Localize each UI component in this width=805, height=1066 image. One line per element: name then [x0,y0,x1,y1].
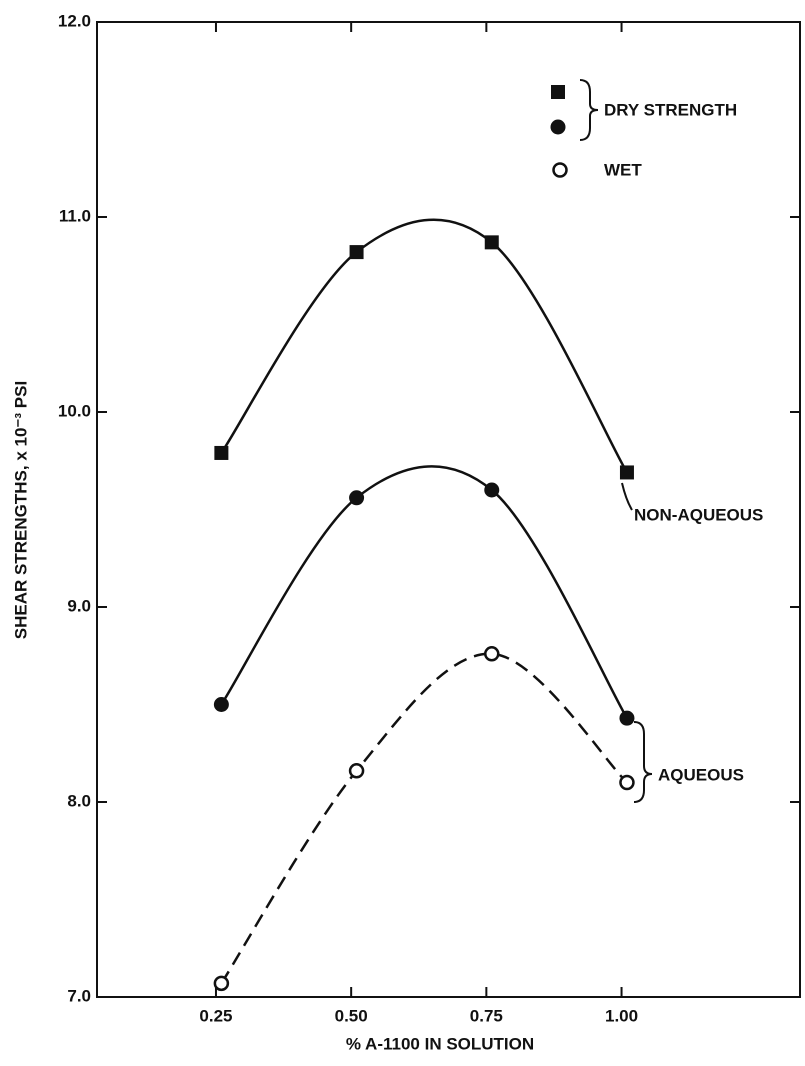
annotation: AQUEOUS [658,765,744,784]
marker [484,646,500,662]
annotation-brace [633,721,653,803]
marker [484,482,500,498]
plot-frame [96,21,801,998]
curve [220,652,628,985]
y-tick-label: 10.0 [58,401,91,420]
marker [213,975,230,992]
marker [484,235,499,250]
marker [619,774,635,791]
legend-label: WET [604,160,642,179]
marker [214,445,229,460]
marker [213,697,229,712]
x-tick-label: 0.25 [199,1006,232,1025]
annotation: NON-AQUEOUS [634,505,763,524]
x-tick-label: 0.50 [335,1006,368,1025]
x-tick-label: 0.75 [470,1006,503,1025]
y-tick-label: 12.0 [58,11,91,30]
marker [349,490,365,506]
legend-circle [550,119,566,135]
y-tick-label: 7.0 [67,986,91,1005]
marker [619,465,634,480]
y-tick-label: 9.0 [67,596,91,615]
legend-open-circle [552,162,568,178]
y-axis-label: SHEAR STRENGTHS, x 10⁻³ PSI [11,381,30,639]
legend-square [551,85,565,99]
curve [220,218,629,474]
y-tick-label: 8.0 [67,791,91,810]
annotation-leader [621,482,633,511]
y-tick-label: 11.0 [59,206,91,225]
curve [220,465,629,719]
marker [348,763,365,779]
legend-brace [579,79,599,141]
marker [619,710,635,726]
marker [349,245,364,260]
x-axis-label: % A-1100 IN SOLUTION [346,1034,534,1053]
legend-label: DRY STRENGTH [604,100,737,119]
x-tick-label: 1.00 [605,1006,638,1025]
